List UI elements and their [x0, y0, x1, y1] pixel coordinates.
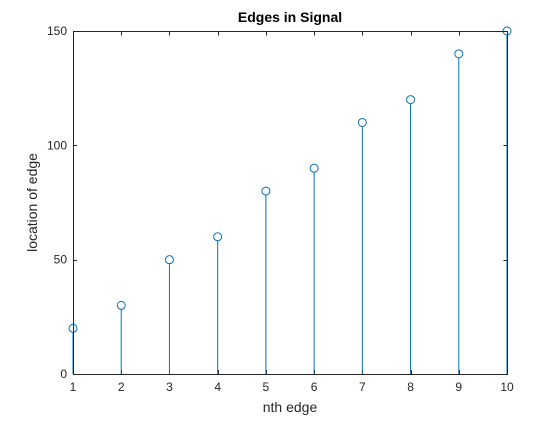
chart-title: Edges in Signal [238, 9, 342, 25]
x-tick-label: 7 [359, 380, 366, 394]
stem-marker [213, 232, 223, 242]
y-tick-label: 100 [47, 138, 67, 152]
x-tick-label: 1 [70, 380, 77, 394]
x-tick-label: 6 [311, 380, 318, 394]
stem-marker [454, 49, 464, 59]
stem-marker [116, 300, 126, 310]
stem-marker [261, 186, 271, 196]
x-tick-label: 4 [214, 380, 221, 394]
y-tick-label: 50 [54, 253, 68, 267]
x-tick-label: 10 [500, 380, 514, 394]
stem-marker [309, 163, 319, 173]
y-tick-label: 150 [47, 24, 67, 38]
y-tick-label: 0 [60, 367, 67, 381]
stem-marker [406, 95, 416, 105]
y-axis-label: location of edge [24, 153, 40, 252]
x-tick-label: 2 [118, 380, 125, 394]
x-tick-label: 5 [263, 380, 270, 394]
axes-box [73, 31, 508, 375]
x-tick-label: 8 [407, 380, 414, 394]
x-tick-label: 3 [166, 380, 173, 394]
stem-marker [164, 255, 174, 265]
stem-marker [357, 117, 367, 127]
stems-layer [68, 26, 512, 374]
x-tick-label: 9 [455, 380, 462, 394]
x-axis-label: nth edge [263, 399, 318, 415]
